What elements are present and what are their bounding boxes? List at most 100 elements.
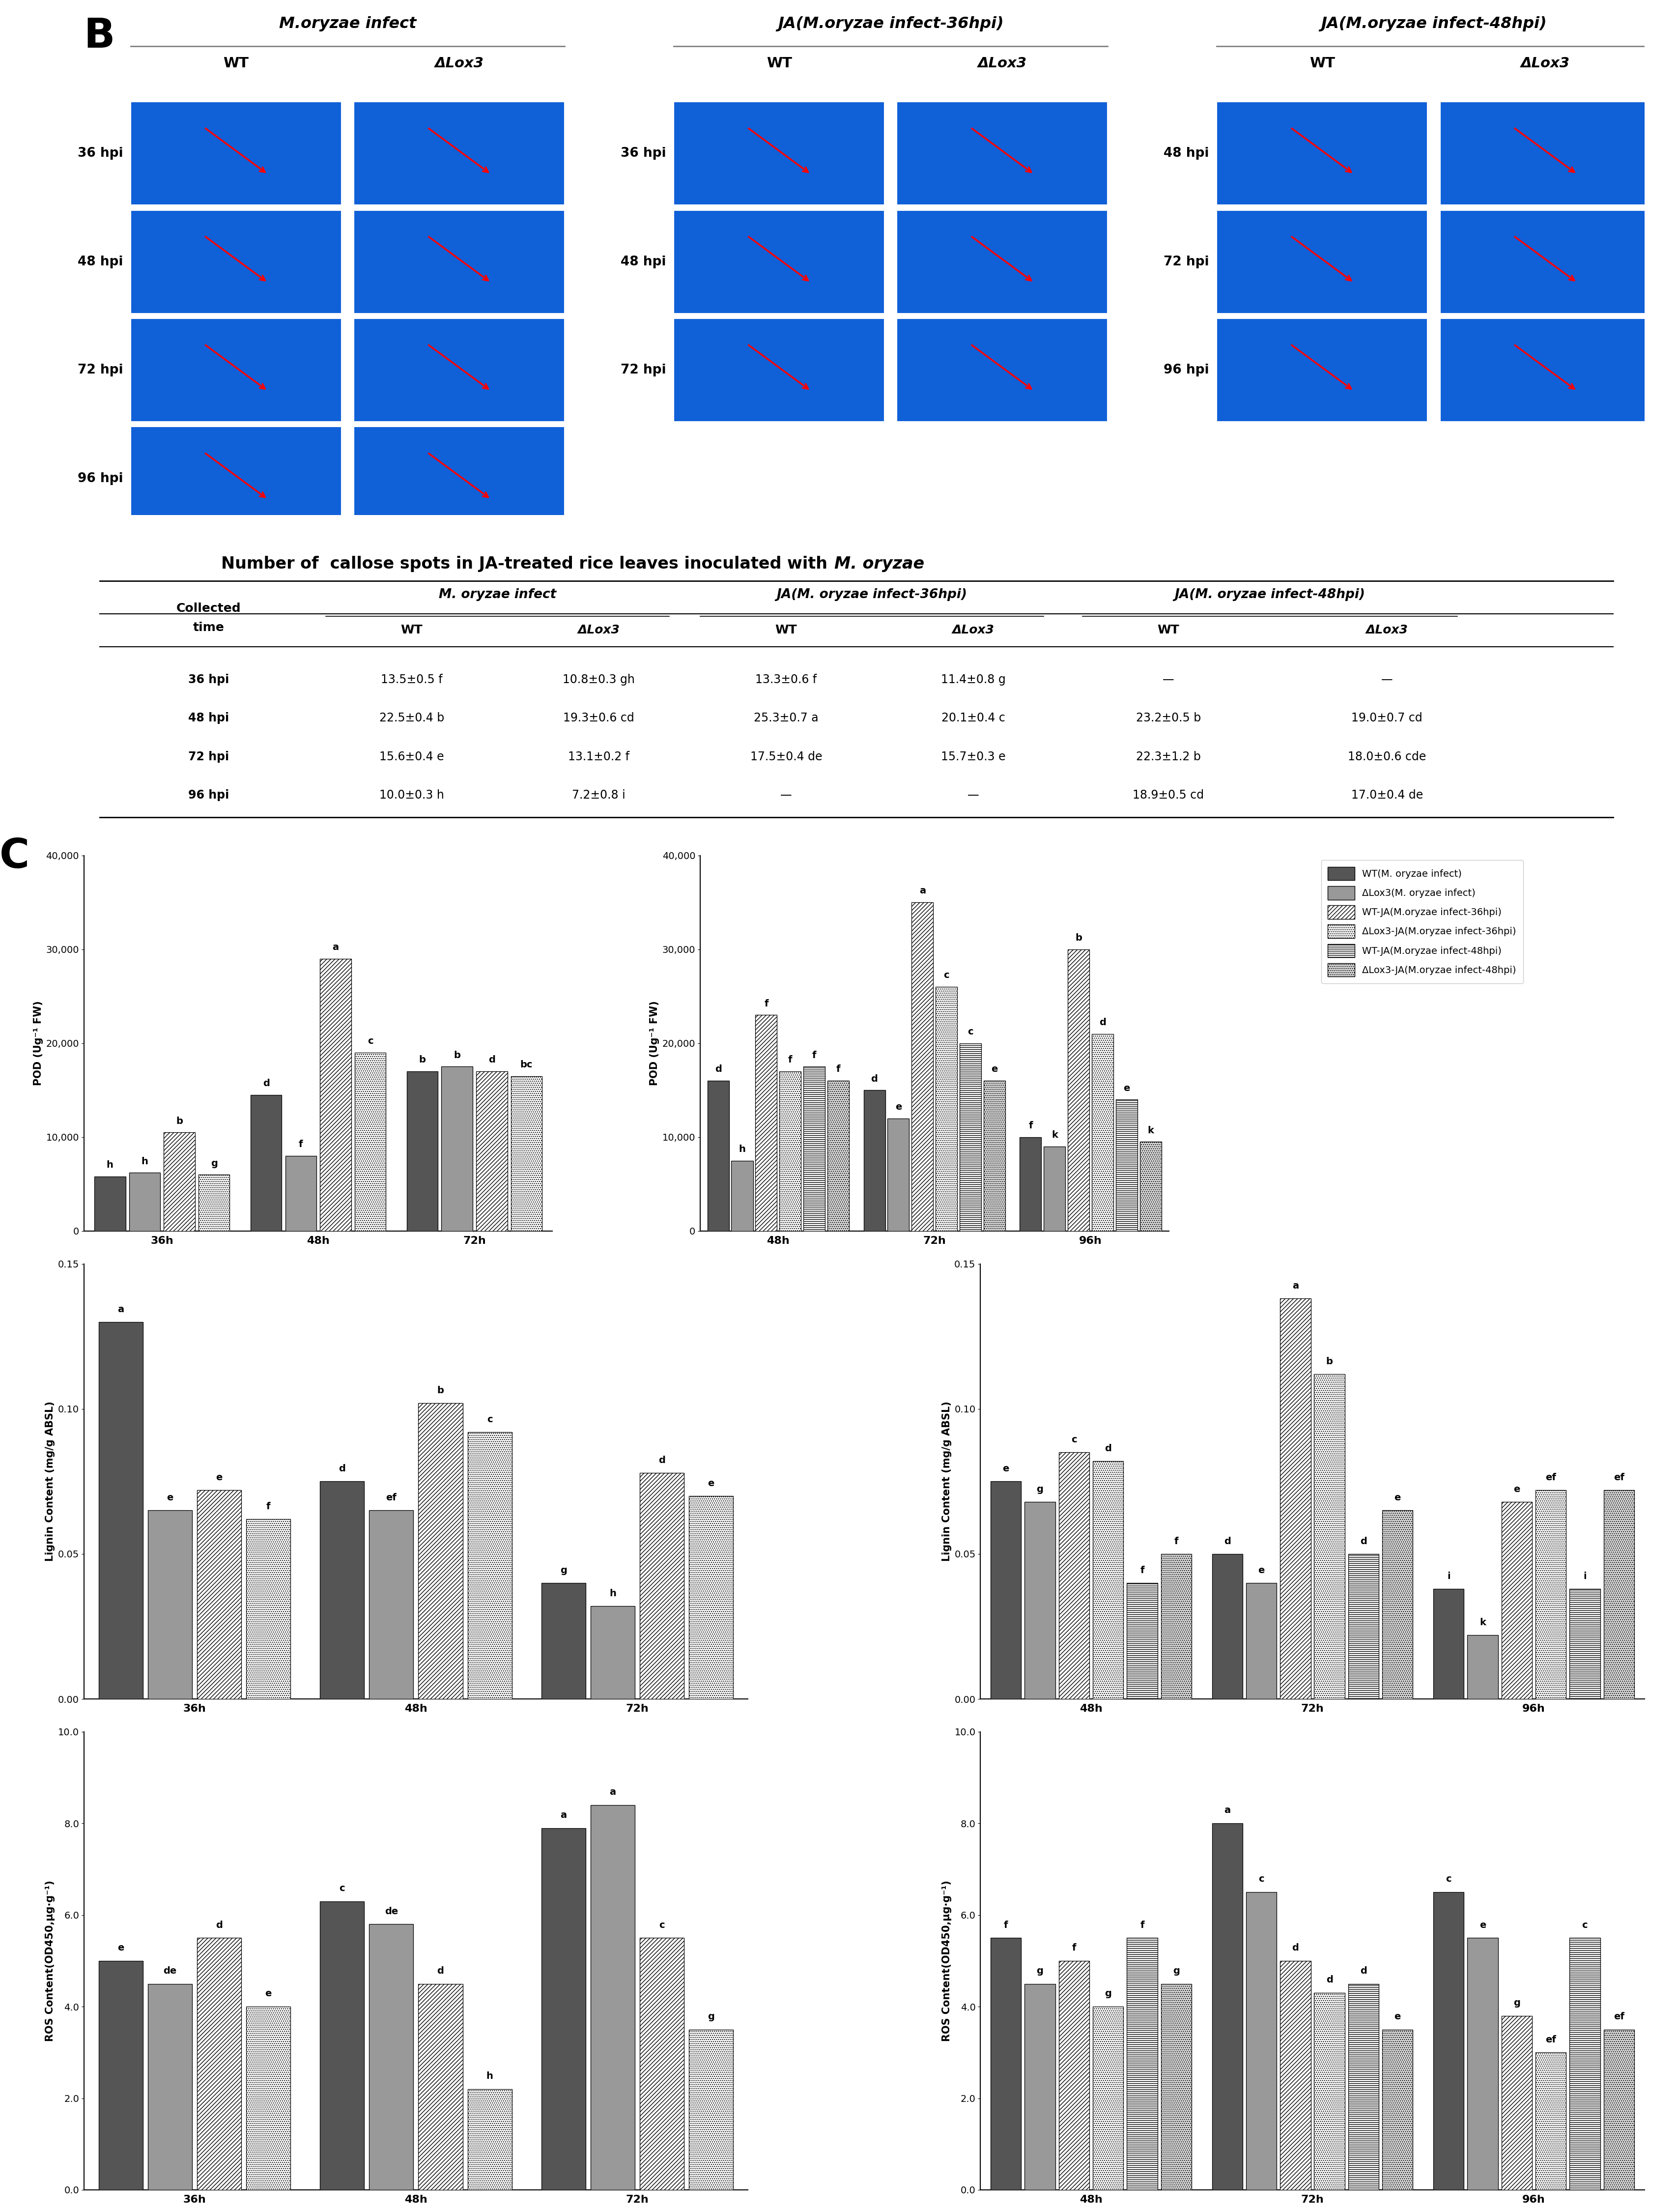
Bar (441, 1066, 473, 1232)
Bar (148, 1984, 191, 2190)
Text: b: b (1326, 1356, 1332, 1367)
Text: e: e (265, 1989, 272, 1997)
Text: g: g (560, 1566, 567, 1575)
Text: d: d (658, 1455, 664, 1464)
Bar (591, 1805, 634, 2190)
Text: ΔLox3: ΔLox3 (1366, 624, 1408, 637)
Text: f: f (763, 1000, 769, 1009)
Text: —: — (1163, 675, 1175, 686)
Text: bc: bc (520, 1060, 532, 1068)
Text: c: c (1582, 1920, 1587, 1929)
Bar (354, 427, 564, 531)
Text: b: b (1076, 933, 1082, 942)
Legend: WT(M. oryzae infect), ΔLox3(M. oryzae infect), WT-JA(M.oryzae infect-36hpi), ΔLo: WT(M. oryzae infect), ΔLox3(M. oryzae in… (1321, 860, 1524, 984)
Text: c: c (1446, 1874, 1451, 1885)
Bar (804, 1066, 826, 1232)
Bar (1347, 1984, 1379, 2190)
Bar (1247, 1584, 1277, 1699)
Text: b: b (453, 1051, 460, 1060)
Text: 48 hpi: 48 hpi (1163, 146, 1210, 159)
Bar (990, 1482, 1022, 1699)
Text: ef: ef (1545, 1473, 1556, 1482)
Text: B: B (84, 15, 116, 55)
Text: d: d (1292, 1942, 1299, 1953)
Bar (1502, 2015, 1532, 2190)
Bar (639, 1938, 685, 2190)
Text: k: k (1480, 1617, 1485, 1628)
Text: h: h (106, 1161, 114, 1170)
Bar (1383, 1511, 1413, 1699)
Text: 72 hpi: 72 hpi (1163, 254, 1210, 268)
Text: 48 hpi: 48 hpi (621, 254, 666, 268)
Text: d: d (436, 1966, 445, 1975)
Bar (1217, 319, 1428, 422)
Text: i: i (1446, 1571, 1450, 1582)
Bar (418, 1984, 463, 2190)
Text: c: c (487, 1416, 493, 1425)
Bar (639, 1473, 685, 1699)
Bar (732, 1161, 753, 1232)
Text: e: e (992, 1064, 998, 1075)
Bar (675, 319, 884, 422)
Bar (1067, 949, 1089, 1232)
Text: d: d (1326, 1975, 1332, 1984)
Text: e: e (216, 1473, 223, 1482)
Text: b: b (436, 1387, 445, 1396)
Text: 36 hpi: 36 hpi (188, 675, 230, 686)
Bar (1467, 1635, 1498, 1699)
Text: c: c (943, 971, 950, 980)
Bar (780, 1071, 800, 1232)
Bar (164, 1133, 195, 1232)
Bar (1025, 1984, 1055, 2190)
Text: 10.0±0.3 h: 10.0±0.3 h (379, 790, 445, 801)
Text: e: e (1394, 1493, 1401, 1502)
Text: g: g (211, 1159, 218, 1168)
Text: 19.3±0.6 cd: 19.3±0.6 cd (564, 712, 634, 723)
Text: e: e (1003, 1464, 1008, 1473)
Bar (1059, 1453, 1089, 1699)
Text: e: e (166, 1493, 173, 1502)
Text: g: g (1173, 1966, 1180, 1975)
Text: h: h (609, 1588, 616, 1599)
Text: f: f (1139, 1566, 1144, 1575)
Text: —: — (968, 790, 980, 801)
Text: c: c (1071, 1436, 1077, 1444)
Text: JA(M. oryzae infect-36hpi): JA(M. oryzae infect-36hpi) (777, 588, 967, 602)
Bar (1212, 1823, 1243, 2190)
Text: ΔLox3: ΔLox3 (978, 58, 1027, 71)
Text: e: e (894, 1102, 901, 1113)
Bar (320, 1902, 364, 2190)
Text: f: f (1029, 1121, 1032, 1130)
Text: 72 hpi: 72 hpi (77, 363, 122, 376)
Bar (1569, 1938, 1601, 2190)
Text: a: a (117, 1305, 124, 1314)
Y-axis label: Lignin Content (mg/g ABSL): Lignin Content (mg/g ABSL) (45, 1402, 55, 1562)
Bar (898, 210, 1107, 314)
Bar (1440, 319, 1651, 422)
Text: 23.2±0.5 b: 23.2±0.5 b (1136, 712, 1201, 723)
Bar (1502, 1502, 1532, 1699)
Bar (1116, 1099, 1138, 1232)
Text: c: c (659, 1920, 664, 1929)
Bar (542, 1827, 586, 2190)
Text: 17.0±0.4 de: 17.0±0.4 de (1351, 790, 1423, 801)
Text: 36 hpi: 36 hpi (77, 146, 122, 159)
Bar (1025, 1502, 1055, 1699)
Bar (1535, 1491, 1566, 1699)
Text: time: time (193, 622, 225, 633)
Bar (354, 210, 564, 314)
Text: f: f (836, 1064, 841, 1075)
Bar (285, 1157, 317, 1232)
Bar (1217, 102, 1428, 206)
Bar (1569, 1588, 1601, 1699)
Bar (1212, 1555, 1243, 1699)
Text: 96 hpi: 96 hpi (188, 790, 230, 801)
Y-axis label: ROS Content(OD450,μg·g⁻¹): ROS Content(OD450,μg·g⁻¹) (45, 1880, 55, 2042)
Bar (1604, 1491, 1634, 1699)
Text: g: g (1104, 1989, 1111, 1997)
Bar (690, 2031, 733, 2190)
Bar (131, 319, 341, 422)
Bar (354, 1053, 386, 1232)
Y-axis label: POD (Ug⁻¹ FW): POD (Ug⁻¹ FW) (649, 1000, 659, 1086)
Text: d: d (216, 1920, 223, 1929)
